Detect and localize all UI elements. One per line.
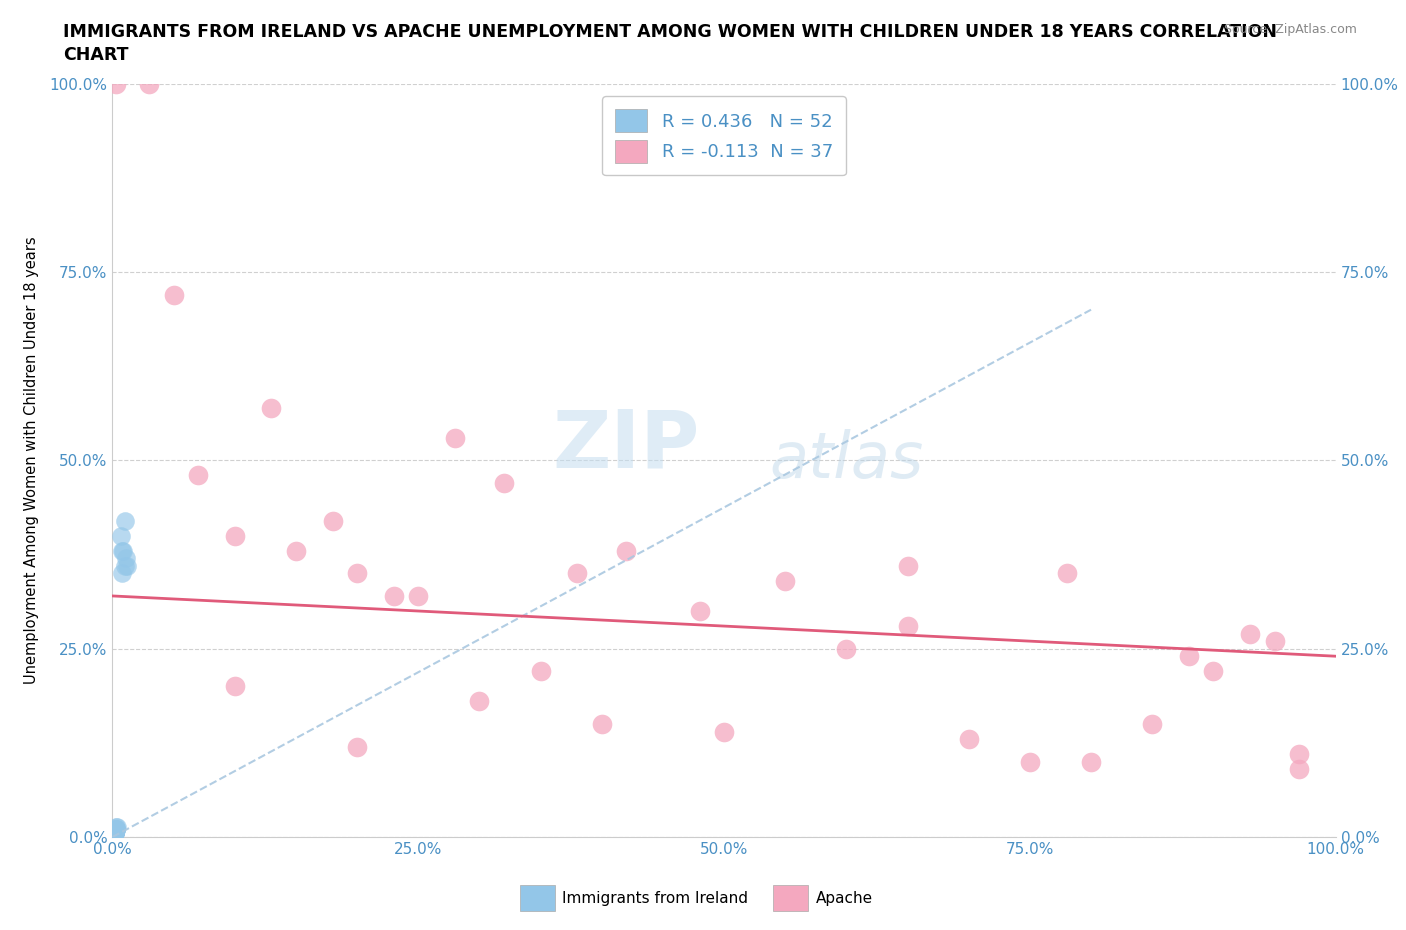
Point bbox=[284, 543, 308, 558]
Point bbox=[104, 823, 127, 838]
Point bbox=[103, 826, 125, 841]
Point bbox=[408, 589, 430, 604]
Point bbox=[382, 589, 405, 604]
Point bbox=[105, 819, 128, 834]
Point bbox=[1264, 633, 1286, 648]
Point bbox=[104, 824, 127, 839]
Point bbox=[104, 824, 127, 839]
Text: IMMIGRANTS FROM IRELAND VS APACHE UNEMPLOYMENT AMONG WOMEN WITH CHILDREN UNDER 1: IMMIGRANTS FROM IRELAND VS APACHE UNEMPL… bbox=[63, 23, 1277, 41]
Point bbox=[957, 732, 980, 747]
Point bbox=[163, 287, 186, 302]
Point bbox=[346, 565, 368, 580]
Point bbox=[103, 826, 125, 841]
Point bbox=[897, 618, 920, 633]
Point bbox=[115, 551, 138, 565]
Point bbox=[105, 819, 128, 834]
Point bbox=[105, 823, 128, 838]
Point bbox=[103, 828, 125, 843]
Point bbox=[104, 823, 127, 838]
Point bbox=[591, 717, 613, 732]
Text: Apache: Apache bbox=[815, 891, 873, 906]
Point bbox=[103, 826, 125, 841]
Point bbox=[1178, 649, 1201, 664]
Point bbox=[114, 558, 136, 573]
Y-axis label: Unemployment Among Women with Children Under 18 years: Unemployment Among Women with Children U… bbox=[24, 236, 38, 684]
Point bbox=[614, 543, 637, 558]
Point bbox=[105, 822, 128, 837]
Point bbox=[104, 824, 127, 839]
Point bbox=[1288, 762, 1310, 777]
Point bbox=[104, 826, 127, 841]
Legend: R = 0.436   N = 52, R = -0.113  N = 37: R = 0.436 N = 52, R = -0.113 N = 37 bbox=[602, 97, 846, 176]
Point bbox=[104, 826, 127, 841]
Point bbox=[138, 76, 160, 91]
Point bbox=[104, 825, 127, 840]
Point bbox=[103, 828, 125, 843]
Point bbox=[713, 724, 735, 739]
Point bbox=[104, 824, 127, 839]
Text: Immigrants from Ireland: Immigrants from Ireland bbox=[562, 891, 748, 906]
Point bbox=[104, 824, 127, 839]
Text: CHART: CHART bbox=[63, 46, 129, 64]
Point bbox=[1080, 754, 1102, 769]
Point bbox=[444, 431, 467, 445]
Point bbox=[492, 475, 515, 490]
Point bbox=[103, 828, 125, 843]
Point bbox=[1239, 626, 1261, 641]
Point bbox=[1202, 664, 1225, 679]
Point bbox=[224, 528, 246, 543]
Point bbox=[111, 565, 134, 580]
Point bbox=[1288, 747, 1310, 762]
Point bbox=[112, 543, 135, 558]
Point bbox=[346, 739, 368, 754]
Point bbox=[104, 825, 127, 840]
Point bbox=[103, 827, 125, 842]
Point bbox=[103, 827, 125, 842]
Point bbox=[322, 513, 344, 528]
Point bbox=[103, 826, 125, 841]
Point bbox=[105, 822, 128, 837]
Point bbox=[111, 543, 134, 558]
Point bbox=[104, 823, 127, 838]
Point bbox=[103, 828, 125, 843]
Point bbox=[110, 528, 132, 543]
Point bbox=[103, 828, 125, 843]
Point bbox=[529, 664, 551, 679]
Point bbox=[104, 825, 127, 840]
Point bbox=[105, 76, 128, 91]
Point bbox=[103, 827, 125, 842]
Point bbox=[689, 604, 711, 618]
Point bbox=[105, 822, 128, 837]
Point bbox=[835, 642, 858, 657]
Point bbox=[114, 513, 136, 528]
Point bbox=[103, 828, 125, 843]
Point bbox=[104, 824, 127, 839]
Point bbox=[104, 825, 127, 840]
Text: atlas: atlas bbox=[769, 430, 924, 491]
Point bbox=[104, 824, 127, 839]
Point bbox=[103, 827, 125, 842]
Point bbox=[104, 826, 127, 841]
Point bbox=[775, 574, 797, 589]
Point bbox=[104, 826, 127, 841]
Point bbox=[103, 827, 125, 842]
Point bbox=[103, 827, 125, 842]
Point bbox=[260, 400, 283, 415]
Point bbox=[187, 468, 209, 483]
Text: ZIP: ZIP bbox=[553, 406, 700, 485]
Point bbox=[115, 558, 138, 573]
Point bbox=[1142, 717, 1164, 732]
Text: Source: ZipAtlas.com: Source: ZipAtlas.com bbox=[1223, 23, 1357, 36]
Point bbox=[103, 826, 125, 841]
Point bbox=[1018, 754, 1040, 769]
Point bbox=[104, 825, 127, 840]
Point bbox=[105, 822, 128, 837]
Point bbox=[468, 694, 491, 709]
Point bbox=[567, 565, 589, 580]
Point bbox=[224, 679, 246, 694]
Point bbox=[1056, 565, 1078, 580]
Point bbox=[897, 558, 920, 573]
Point bbox=[103, 828, 125, 843]
